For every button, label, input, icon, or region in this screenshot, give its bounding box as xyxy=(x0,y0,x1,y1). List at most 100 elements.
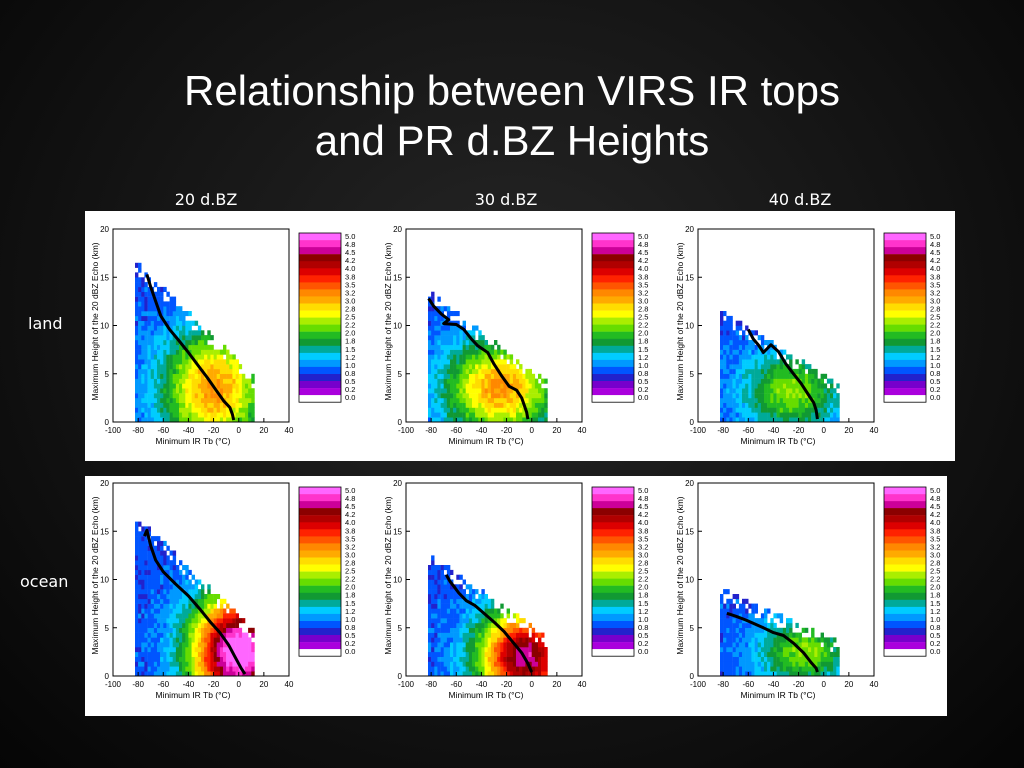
heatmap-cell xyxy=(194,368,199,374)
heatmap-cell xyxy=(494,383,498,389)
heatmap-cell xyxy=(251,417,255,423)
heatmap-cell xyxy=(197,359,202,365)
heatmap-cell xyxy=(462,603,466,609)
heatmap-cell xyxy=(801,373,806,379)
heatmap-cell xyxy=(814,368,818,374)
heatmap-cell xyxy=(157,388,161,394)
heatmap-cell xyxy=(144,407,148,413)
heatmap-cell xyxy=(241,397,246,403)
heatmap-cell xyxy=(732,637,736,643)
heatmap-cell xyxy=(153,579,158,585)
colorbar-swatch xyxy=(592,275,634,283)
heatmap-cell xyxy=(172,656,177,662)
heatmap-cell xyxy=(726,407,730,413)
heatmap-cell xyxy=(742,368,746,374)
heatmap-cell xyxy=(135,574,139,580)
heatmap-cell xyxy=(431,589,435,595)
heatmap-cell xyxy=(219,618,224,624)
heatmap-cell xyxy=(235,637,239,643)
heatmap-cell xyxy=(503,397,507,403)
heatmap-cell xyxy=(509,642,514,648)
heatmap-cell xyxy=(830,407,834,413)
heatmap-cell xyxy=(235,666,239,672)
heatmap-cell xyxy=(468,637,473,643)
heatmap-cell xyxy=(185,608,189,614)
colorbar-swatch xyxy=(299,494,341,502)
heatmap-cell xyxy=(729,651,733,657)
heatmap-cell xyxy=(166,373,170,379)
heatmap-land-20 xyxy=(135,262,255,423)
heatmap-cell xyxy=(764,397,768,403)
heatmap-cell xyxy=(453,340,457,346)
heatmap-cell xyxy=(138,584,142,590)
heatmap-cell xyxy=(160,656,164,662)
heatmap-cell xyxy=(745,613,749,619)
x-tick-label: -20 xyxy=(501,426,513,435)
heatmap-cell xyxy=(500,388,504,394)
heatmap-cell xyxy=(541,402,545,408)
colorbar-swatch xyxy=(592,395,634,403)
heatmap-cell xyxy=(446,637,451,643)
heatmap-cell xyxy=(153,632,158,638)
heatmap-cell xyxy=(497,402,501,408)
heatmap-cell xyxy=(188,618,192,624)
heatmap-cell xyxy=(519,656,523,662)
heatmap-cell xyxy=(490,627,495,633)
colorbar-swatch xyxy=(884,599,926,608)
heatmap-cell xyxy=(443,632,448,638)
heatmap-cell xyxy=(729,661,733,667)
colorbar-swatch xyxy=(884,550,926,558)
heatmap-cell xyxy=(757,388,762,394)
heatmap-cell xyxy=(497,618,501,624)
heatmap-cell xyxy=(450,594,454,600)
heatmap-cell xyxy=(786,618,790,624)
heatmap-cell xyxy=(446,565,451,571)
heatmap-cell xyxy=(437,378,441,384)
heatmap-cell xyxy=(235,417,239,423)
colorbar-swatch xyxy=(299,381,341,389)
heatmap-cell xyxy=(497,637,501,643)
y-tick-label: 20 xyxy=(685,225,694,234)
heatmap-cell xyxy=(201,388,205,394)
heatmap-cell xyxy=(138,666,142,672)
heatmap-cell xyxy=(830,378,834,384)
heatmap-cell xyxy=(732,651,736,657)
heatmap-cell xyxy=(484,642,488,648)
heatmap-cell xyxy=(782,671,787,677)
heatmap-cell xyxy=(135,359,139,365)
heatmap-cell xyxy=(141,555,145,561)
heatmap-cell xyxy=(194,320,199,326)
heatmap-cell xyxy=(745,349,749,355)
colorbar-tick-label: 3.0 xyxy=(930,551,940,560)
heatmap-cell xyxy=(194,349,199,355)
heatmap-cell xyxy=(735,671,740,677)
heatmap-cell xyxy=(219,656,224,662)
heatmap-cell xyxy=(465,647,470,653)
heatmap-cell xyxy=(811,627,815,633)
heatmap-cell xyxy=(830,637,834,643)
heatmap-cell xyxy=(484,340,488,346)
heatmap-cell xyxy=(792,402,796,408)
heatmap-cell xyxy=(481,632,485,638)
heatmap-cell xyxy=(251,632,255,638)
heatmap-cell xyxy=(767,661,771,667)
heatmap-cell xyxy=(437,359,441,365)
heatmap-cell xyxy=(782,373,787,379)
heatmap-cell xyxy=(522,412,526,418)
heatmap-cell xyxy=(216,618,221,624)
heatmap-cell xyxy=(138,388,142,394)
heatmap-cell xyxy=(238,388,243,394)
heatmap-cell xyxy=(773,666,777,672)
heatmap-cell xyxy=(490,388,495,394)
heatmap-cell xyxy=(726,642,730,648)
heatmap-cell xyxy=(751,378,755,384)
heatmap-cell xyxy=(500,618,504,624)
heatmap-cell xyxy=(465,378,470,384)
heatmap-cell xyxy=(229,383,233,389)
heatmap-cell xyxy=(462,373,466,379)
heatmap-cell xyxy=(723,349,727,355)
heatmap-cell xyxy=(172,301,177,307)
colorbar-tick-label: 4.2 xyxy=(638,256,648,265)
heatmap-cell xyxy=(446,618,451,624)
heatmap-cell xyxy=(792,378,796,384)
